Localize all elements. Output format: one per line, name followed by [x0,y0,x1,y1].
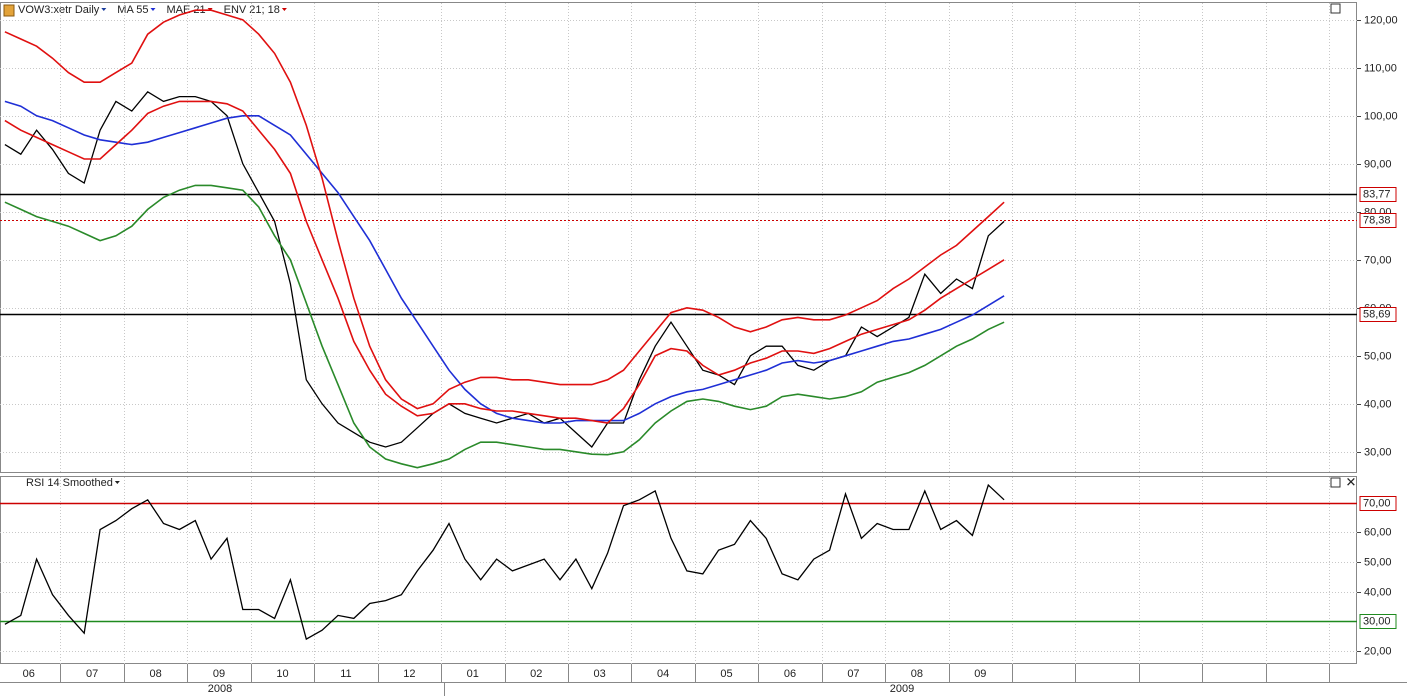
x-tick-label: 11 [340,668,351,680]
x-tick-label: 08 [149,668,161,680]
rsi-panel [0,476,1357,664]
series-line [4,100,1005,424]
legend-menu [281,8,287,11]
value-box [1359,187,1397,202]
maximize-button[interactable] [1330,3,1341,14]
x-tick-label: 08 [911,668,923,680]
value-box [1359,614,1397,629]
x-tick-label: 12 [403,668,415,680]
close-button[interactable]: ✕ [1346,474,1357,489]
series-line [4,9,1005,410]
legend-entry[interactable]: MA 55 [117,4,148,16]
legend-menu [114,481,120,484]
value-box [1359,213,1397,228]
value-label: 78,38 [1363,214,1391,226]
legend-menu [150,8,156,11]
value-label: 70,00 [1363,497,1391,509]
x-tick-label: 01 [467,668,479,680]
y-tick-label: 20,00 [1364,645,1392,657]
maximize-button[interactable] [1330,477,1341,488]
y-tick-label: 50,00 [1364,556,1392,568]
legend-entry[interactable]: VOW3:xetr Daily [18,4,100,16]
x-tick-label: 07 [86,668,98,680]
y-tick-label: 100,00 [1364,110,1398,122]
y-tick-label: 30,00 [1364,446,1392,458]
y-tick-label: 40,00 [1364,398,1392,410]
x-tick-label: 06 [784,668,796,680]
series-line [4,184,1005,469]
x-tick-label: 09 [974,668,986,680]
legend-menu [101,8,107,11]
x-tick-label: 03 [594,668,606,680]
value-label: 58,69 [1363,308,1391,320]
x-tick-label: 04 [657,668,669,680]
x-tick-label: 06 [23,668,35,680]
legend: VOW3:xetr Daily MA 55 MAE 21 ENV 21; 18RSI … [18,4,287,489]
value-box [1359,496,1397,511]
value-label: 83,77 [1363,188,1391,200]
y-tick-label: 60,00 [1364,526,1392,538]
x-tick-label: 05 [720,668,732,680]
legend-entry[interactable]: RSI 14 Smoothed [26,477,113,489]
year-label: 2008 [208,683,232,695]
x-tick-label: 07 [847,668,859,680]
value-label: 30,00 [1363,615,1391,627]
legend-entry[interactable]: MAE 21 [166,4,205,16]
y-tick-label: 90,00 [1364,158,1392,170]
series-line [4,483,1005,641]
price-panel [0,2,1357,473]
x-tick-label: 02 [530,668,542,680]
y-tick-label: 120,00 [1364,14,1398,26]
series-line [4,100,1005,424]
year-label: 2009 [890,683,914,695]
y-tick-label: 50,00 [1364,350,1392,362]
x-tick-label: 10 [276,668,288,680]
y-tick-label: 110,00 [1364,62,1397,74]
symbol-icon [3,4,15,17]
y-tick-label: 40,00 [1364,586,1392,598]
x-tick-label: 09 [213,668,225,680]
value-box [1359,307,1397,322]
y-tick-label: 70,00 [1364,254,1392,266]
